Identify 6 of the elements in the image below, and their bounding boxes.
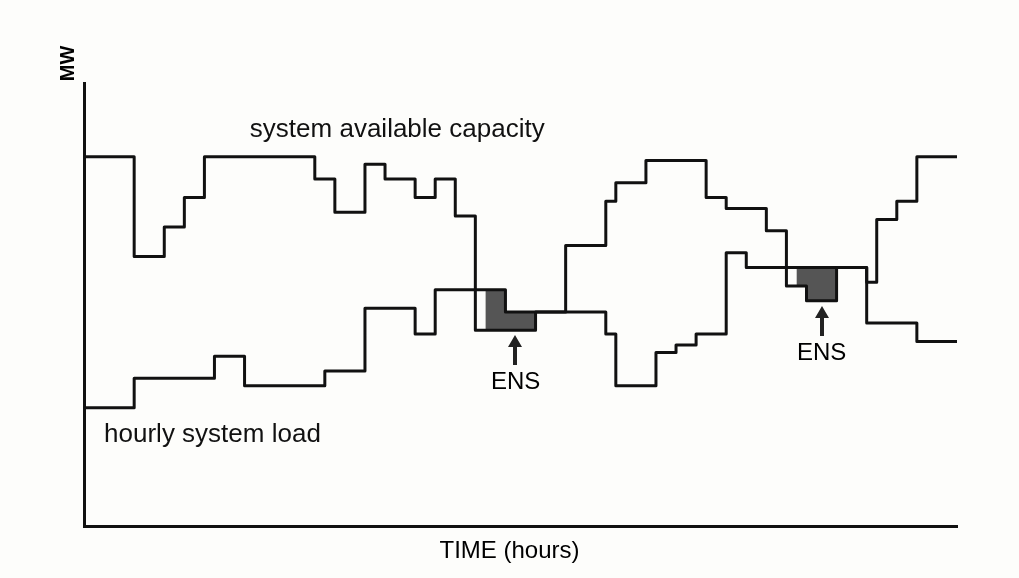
annotation: ENS — [490, 367, 541, 396]
series-label: hourly system load — [104, 418, 321, 449]
series-label: system available capacity — [249, 113, 545, 144]
annotation: ENS — [797, 337, 847, 366]
x-axis-title: TIME (hours) — [438, 536, 581, 564]
y-axis-title: MW — [56, 45, 80, 82]
